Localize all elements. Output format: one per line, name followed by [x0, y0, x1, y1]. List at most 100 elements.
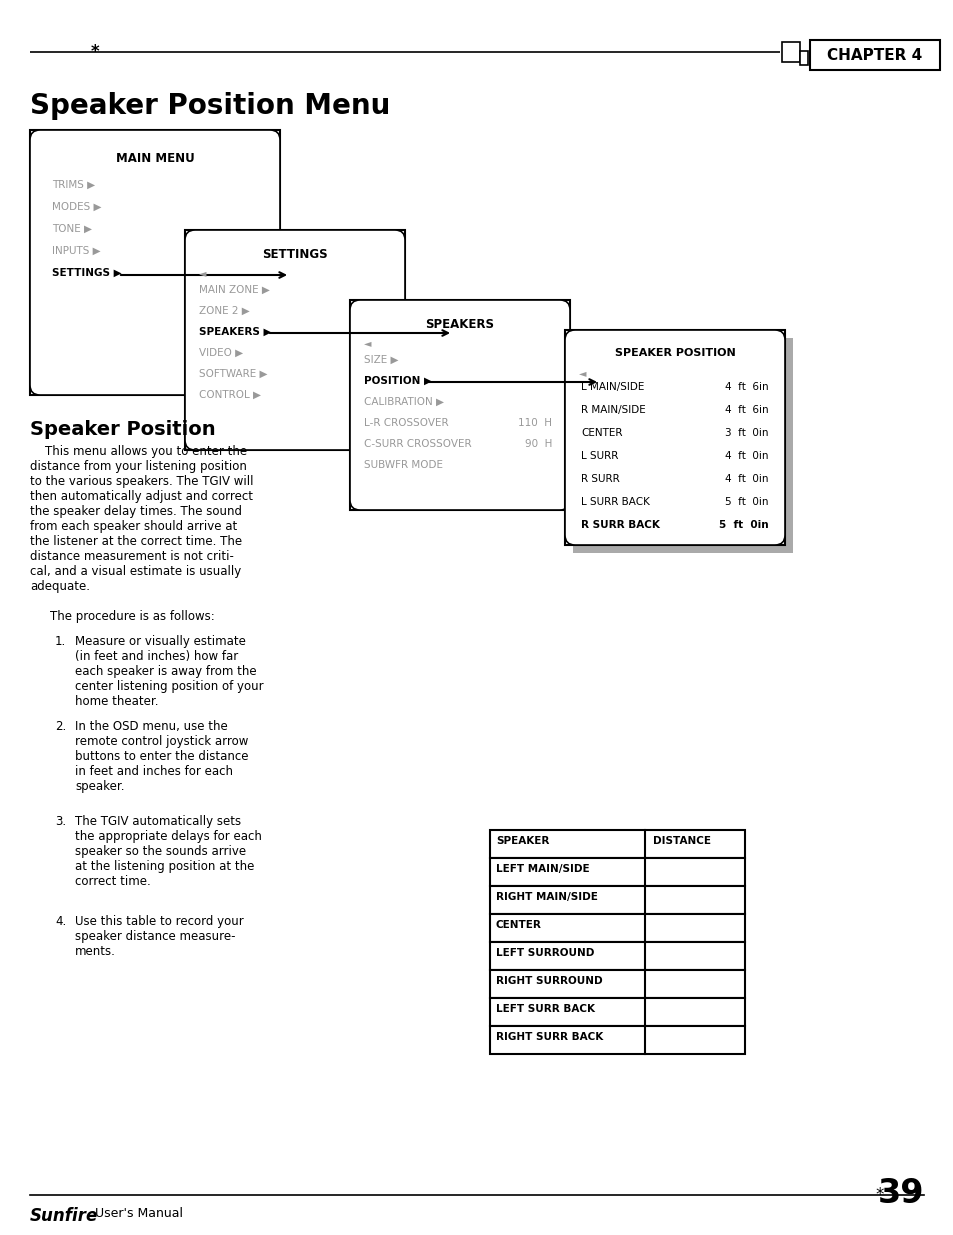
- Text: L SURR BACK: L SURR BACK: [580, 496, 649, 508]
- Text: MODES ▶: MODES ▶: [52, 203, 101, 212]
- Text: SPEAKER POSITION: SPEAKER POSITION: [614, 348, 735, 358]
- Text: distance measurement is not criti-: distance measurement is not criti-: [30, 550, 233, 563]
- Text: TRIMS ▶: TRIMS ▶: [52, 180, 95, 190]
- Text: L SURR: L SURR: [580, 451, 618, 461]
- Text: SUBWFR MODE: SUBWFR MODE: [364, 459, 442, 471]
- Text: POSITION ▶: POSITION ▶: [364, 375, 432, 387]
- Bar: [490, 998, 744, 1026]
- Text: C-SURR CROSSOVER: C-SURR CROSSOVER: [364, 438, 471, 450]
- FancyBboxPatch shape: [30, 130, 280, 395]
- Text: ◄: ◄: [364, 338, 371, 348]
- Text: LEFT SURROUND: LEFT SURROUND: [496, 948, 594, 958]
- Text: SOFTWARE ▶: SOFTWARE ▶: [199, 369, 267, 379]
- Text: LEFT MAIN/SIDE: LEFT MAIN/SIDE: [496, 864, 589, 874]
- Text: 4  ft  6in: 4 ft 6in: [724, 382, 768, 391]
- Text: CALIBRATION ▶: CALIBRATION ▶: [364, 396, 443, 408]
- Text: RIGHT SURR BACK: RIGHT SURR BACK: [496, 1032, 602, 1042]
- Text: R SURR BACK: R SURR BACK: [580, 520, 659, 530]
- Text: R MAIN/SIDE: R MAIN/SIDE: [580, 405, 645, 415]
- Text: the listener at the correct time. The: the listener at the correct time. The: [30, 535, 242, 548]
- Text: CENTER: CENTER: [496, 920, 541, 930]
- Text: R SURR: R SURR: [580, 474, 619, 484]
- FancyBboxPatch shape: [350, 300, 569, 510]
- Text: Use this table to record your: Use this table to record your: [75, 915, 244, 927]
- Text: CHAPTER 4: CHAPTER 4: [826, 47, 922, 63]
- Bar: [490, 1026, 744, 1053]
- Text: each speaker is away from the: each speaker is away from the: [75, 664, 256, 678]
- Text: User's Manual: User's Manual: [95, 1207, 183, 1220]
- Text: cal, and a visual estimate is usually: cal, and a visual estimate is usually: [30, 564, 241, 578]
- Text: 2.: 2.: [55, 720, 66, 734]
- Text: CONTROL ▶: CONTROL ▶: [199, 390, 261, 400]
- Text: SETTINGS: SETTINGS: [262, 248, 328, 261]
- Text: MAIN ZONE ▶: MAIN ZONE ▶: [199, 285, 270, 295]
- Text: 4  ft  0in: 4 ft 0in: [724, 474, 768, 484]
- Text: adequate.: adequate.: [30, 580, 90, 593]
- Text: 39: 39: [877, 1177, 923, 1210]
- Text: 5  ft  0in: 5 ft 0in: [724, 496, 768, 508]
- Text: distance from your listening position: distance from your listening position: [30, 459, 247, 473]
- Text: ◄: ◄: [199, 268, 206, 278]
- Text: then automatically adjust and correct: then automatically adjust and correct: [30, 490, 253, 503]
- Bar: [185, 230, 405, 450]
- Text: correct time.: correct time.: [75, 876, 151, 888]
- Text: VIDEO ▶: VIDEO ▶: [199, 348, 243, 358]
- FancyBboxPatch shape: [185, 230, 405, 450]
- Bar: [490, 830, 744, 858]
- Bar: [490, 858, 744, 885]
- Bar: [781, 42, 800, 62]
- Bar: [573, 338, 792, 553]
- Text: Speaker Position: Speaker Position: [30, 420, 215, 438]
- Text: at the listening position at the: at the listening position at the: [75, 860, 254, 873]
- Text: SPEAKER: SPEAKER: [496, 836, 549, 846]
- Text: SETTINGS ▶: SETTINGS ▶: [52, 268, 121, 278]
- Text: 110  H: 110 H: [517, 417, 552, 429]
- Text: L-R CROSSOVER: L-R CROSSOVER: [364, 417, 448, 429]
- Bar: [564, 330, 784, 545]
- Bar: [490, 942, 744, 969]
- Bar: [490, 914, 744, 942]
- Bar: [490, 885, 744, 914]
- Text: RIGHT SURROUND: RIGHT SURROUND: [496, 976, 602, 986]
- Text: speaker so the sounds arrive: speaker so the sounds arrive: [75, 845, 246, 858]
- Text: 4  ft  0in: 4 ft 0in: [724, 451, 768, 461]
- Text: ZONE 2 ▶: ZONE 2 ▶: [199, 306, 250, 316]
- Text: Measure or visually estimate: Measure or visually estimate: [75, 635, 246, 648]
- Text: speaker.: speaker.: [75, 781, 125, 793]
- Text: *: *: [91, 43, 99, 61]
- Text: SPEAKERS: SPEAKERS: [425, 317, 494, 331]
- Text: buttons to enter the distance: buttons to enter the distance: [75, 750, 248, 763]
- Text: SIZE ▶: SIZE ▶: [364, 354, 398, 366]
- Text: (in feet and inches) how far: (in feet and inches) how far: [75, 650, 238, 663]
- Bar: [800, 51, 807, 65]
- Text: ments.: ments.: [75, 945, 115, 958]
- Text: center listening position of your: center listening position of your: [75, 680, 263, 693]
- Text: the speaker delay times. The sound: the speaker delay times. The sound: [30, 505, 242, 517]
- Text: Speaker Position Menu: Speaker Position Menu: [30, 91, 390, 120]
- Text: Sunfire: Sunfire: [30, 1207, 98, 1225]
- Bar: [490, 969, 744, 998]
- Text: LEFT SURR BACK: LEFT SURR BACK: [496, 1004, 595, 1014]
- Text: to the various speakers. The TGIV will: to the various speakers. The TGIV will: [30, 475, 253, 488]
- Text: 1.: 1.: [55, 635, 66, 648]
- Text: speaker distance measure-: speaker distance measure-: [75, 930, 235, 944]
- Text: RIGHT MAIN/SIDE: RIGHT MAIN/SIDE: [496, 892, 598, 902]
- Bar: [30, 130, 280, 395]
- Bar: [350, 300, 569, 510]
- Text: In the OSD menu, use the: In the OSD menu, use the: [75, 720, 228, 734]
- Text: *: *: [875, 1186, 883, 1204]
- Text: INPUTS ▶: INPUTS ▶: [52, 246, 100, 256]
- Text: L MAIN/SIDE: L MAIN/SIDE: [580, 382, 643, 391]
- Text: ◄: ◄: [578, 368, 586, 378]
- Text: DISTANCE: DISTANCE: [652, 836, 710, 846]
- Text: MAIN MENU: MAIN MENU: [115, 152, 194, 165]
- Text: 3.: 3.: [55, 815, 66, 827]
- Text: This menu allows you to enter the: This menu allows you to enter the: [30, 445, 247, 458]
- Text: from each speaker should arrive at: from each speaker should arrive at: [30, 520, 237, 534]
- Text: TONE ▶: TONE ▶: [52, 224, 91, 233]
- Text: the appropriate delays for each: the appropriate delays for each: [75, 830, 262, 844]
- Text: home theater.: home theater.: [75, 695, 158, 708]
- Text: remote control joystick arrow: remote control joystick arrow: [75, 735, 248, 748]
- Text: SPEAKERS ▶: SPEAKERS ▶: [199, 327, 272, 337]
- Text: CENTER: CENTER: [580, 429, 622, 438]
